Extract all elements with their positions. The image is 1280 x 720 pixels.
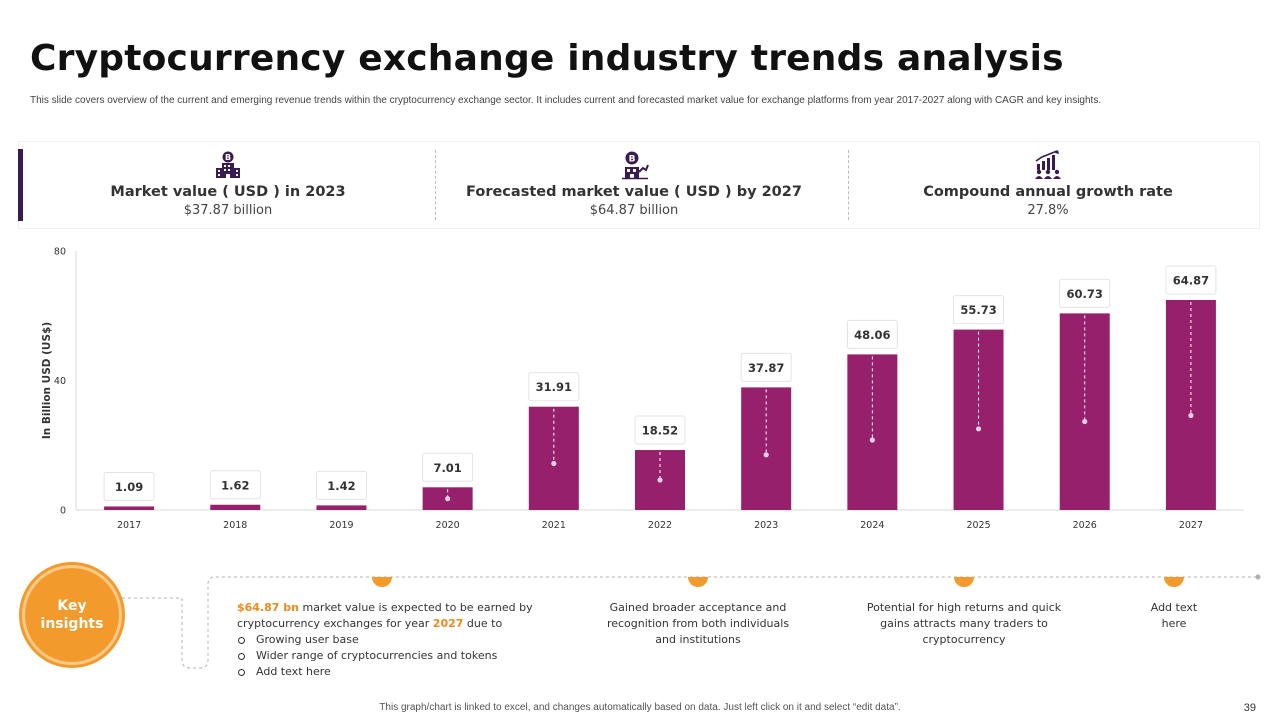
x-tick-label: 2024: [860, 520, 884, 531]
marker-icon: [954, 577, 974, 587]
bitcoin-building-icon: B: [216, 151, 240, 178]
bitcoin-growth-icon: B: [622, 151, 649, 180]
data-label: 31.91: [536, 380, 572, 394]
key-insights-label: Key insights: [40, 598, 104, 632]
data-label-box: [315, 470, 367, 500]
data-pointer-dot: [445, 496, 451, 502]
page-subtitle: This slide covers overview of the curren…: [30, 95, 1102, 106]
data-label-box: [634, 415, 686, 445]
data-label-box: [209, 470, 261, 500]
data-label-box: [103, 471, 155, 501]
data-pointer-dot: [551, 460, 557, 467]
kpi-market-value-2023: B Market value ( USD ) in 2023 $37.87 bi…: [22, 150, 434, 224]
bar-2019: [316, 505, 367, 510]
x-tick-label: 2019: [329, 520, 353, 531]
insight-acceptance: Gained broader acceptance and recognitio…: [606, 601, 790, 646]
kpi-value: $64.87 billion: [589, 203, 679, 218]
data-label: 64.87: [1173, 273, 1209, 287]
chart-canvas: In Billion USD (US$) 0 40 80 2017 1.09 2018 1.…: [41, 247, 1244, 531]
y-axis-label: In Billion USD (US$): [41, 322, 53, 439]
data-label: 48.06: [854, 328, 890, 342]
list-item: Wider range of cryptocurrencies and toke…: [237, 648, 537, 664]
y-tick-label: 40: [54, 376, 66, 387]
bar-2017: [104, 506, 155, 510]
marker-icon: [372, 577, 392, 587]
data-label: 55.73: [960, 303, 996, 317]
svg-text:B: B: [629, 155, 636, 165]
data-label: 1.42: [327, 479, 355, 493]
page-number: 39: [1243, 702, 1256, 714]
svg-text:B: B: [225, 153, 231, 162]
kpi-divider: [848, 150, 849, 220]
insight-bullet-list: Growing user base Wider range of cryptoc…: [237, 632, 537, 680]
x-tick-label: 2026: [1073, 520, 1097, 531]
data-label: 60.73: [1067, 287, 1103, 301]
marker-icon: [1164, 577, 1184, 587]
bar-2024: [847, 354, 898, 510]
data-label: 1.62: [221, 478, 249, 492]
insight-returns: Potential for high returns and quick gai…: [866, 601, 1062, 646]
data-label-box: [740, 352, 792, 382]
kpi-label: Compound annual growth rate: [923, 184, 1173, 200]
x-tick-label: 2020: [436, 520, 460, 531]
x-tick-label: 2021: [542, 520, 566, 531]
data-pointer-dot: [657, 477, 663, 483]
insight-primary-text: $64.87 bn market value is expected to be…: [237, 600, 537, 632]
data-pointer-dot: [975, 426, 982, 432]
x-tick-label: 2018: [223, 520, 247, 531]
footer-note: This graph/chart is linked to excel, and…: [379, 702, 901, 713]
data-label-box: [528, 372, 580, 402]
data-pointer-dot: [1188, 412, 1194, 419]
list-item: Growing user base: [237, 632, 537, 648]
data-pointer-dot: [869, 437, 875, 443]
insight-highlight-year: 2027: [432, 617, 464, 630]
insight-highlight-value: $64.87 bn: [237, 601, 299, 614]
kpi-accent-bar: [18, 149, 23, 221]
kpi-forecast-2027: B Forecasted market value ( USD ) by 202…: [428, 150, 840, 224]
data-label: 7.01: [433, 461, 461, 475]
kpi-value: 27.8%: [1027, 203, 1069, 218]
x-tick-label: 2022: [648, 520, 672, 531]
x-tick-label: 2023: [754, 520, 778, 531]
data-pointer-dot: [763, 452, 769, 458]
list-item: Add text here: [237, 664, 537, 680]
kpi-label: Market value ( USD ) in 2023: [110, 184, 346, 200]
data-label: 18.52: [642, 424, 678, 438]
insight-placeholder: Add text here: [1150, 601, 1198, 630]
y-tick-label: 0: [60, 506, 66, 517]
kpi-cagr: Compound annual growth rate 27.8%: [842, 150, 1254, 224]
insight-text: market value is expected to be earned by…: [237, 601, 533, 630]
marker-icon: [688, 577, 708, 587]
data-label: 1.09: [115, 480, 143, 494]
data-label-box: [422, 452, 474, 482]
page-title: Cryptocurrency exchange industry trends …: [30, 38, 1064, 79]
kpi-value: $37.87 billion: [183, 203, 273, 218]
data-label-box: [1059, 278, 1111, 308]
data-label-box: [1165, 265, 1217, 295]
insight-text: due to: [463, 617, 503, 630]
data-label-box: [953, 295, 1005, 325]
data-label: 37.87: [748, 361, 784, 375]
x-tick-label: 2025: [966, 520, 990, 531]
x-tick-label: 2027: [1179, 520, 1203, 531]
growth-chart-people-icon: [1035, 150, 1061, 179]
y-tick-label: 80: [54, 247, 66, 258]
kpi-label: Forecasted market value ( USD ) by 2027: [466, 184, 802, 200]
kpi-divider: [435, 150, 436, 220]
bar-2025: [953, 329, 1004, 510]
bar-2018: [210, 504, 261, 510]
insight-primary: $64.87 bn market value is expected to be…: [237, 600, 537, 680]
data-label-box: [846, 319, 898, 349]
market-value-bar-chart: In Billion USD (US$) 0 40 80 2017 1.09 2018 1.…: [0, 240, 1280, 540]
data-pointer-dot: [1082, 418, 1088, 425]
key-insights-badge: Key insights: [22, 565, 122, 665]
x-tick-label: 2017: [117, 520, 141, 531]
